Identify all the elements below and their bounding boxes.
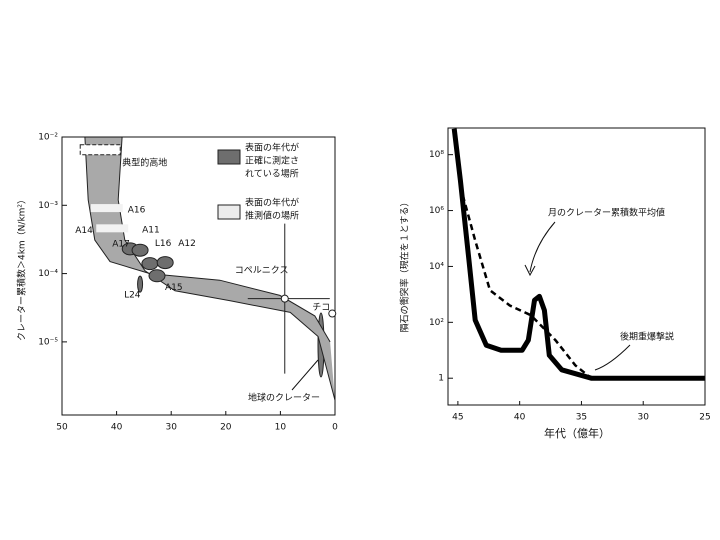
legend-swatch (217, 149, 241, 165)
y-tick-label: 10⁴ (429, 262, 444, 272)
annotation-arrow (529, 221, 556, 273)
point (79, 144, 121, 156)
x-axis-title: 年代（億年） (544, 426, 610, 440)
point-label: A12 (178, 239, 196, 249)
x-tick-label: 35 (576, 413, 587, 423)
point (137, 275, 144, 293)
point (148, 269, 166, 283)
point (156, 256, 174, 270)
point (141, 257, 159, 271)
point-label: A15 (165, 283, 183, 293)
y-tick-label: 10⁻³ (38, 201, 58, 211)
y-axis-title: クレーター累積数＞4km（N/km²） (16, 195, 28, 341)
annotation-arrow (594, 344, 631, 371)
annotation: 後期重爆撃説 (620, 331, 674, 343)
band-edge (117, 136, 336, 401)
x-tick-label: 20 (220, 423, 232, 433)
point-label: チコ (312, 302, 330, 313)
x-tick-label: 25 (699, 413, 710, 423)
point-label: A11 (142, 226, 160, 236)
legend-label: 表面の年代が (245, 197, 299, 209)
x-tick-label: 30 (637, 413, 649, 423)
legend-swatch (217, 204, 241, 220)
line (461, 194, 593, 380)
annotation: 地球のクレーター (248, 392, 320, 404)
y-tick-label: 10⁻² (38, 133, 58, 143)
point-label: L16 (155, 239, 172, 249)
arrow-head (524, 264, 536, 277)
point-label: 典型的高地 (122, 156, 167, 168)
y-tick-label: 10² (429, 318, 444, 328)
plot-frame (447, 127, 706, 406)
legend-label: 推測値の場所 (245, 210, 299, 222)
y-tick-label: 10⁶ (429, 206, 444, 216)
x-tick-label: 45 (452, 413, 463, 423)
line (451, 128, 705, 381)
point-label: A16 (128, 206, 146, 216)
x-tick-label: 50 (56, 423, 68, 433)
legend-label: 正確に測定さ (245, 155, 299, 167)
x-tick-label: 30 (165, 423, 177, 433)
annotation-arrow (291, 359, 319, 391)
y-axis-title: 隕石の衝突率（現在を１とする） (399, 198, 411, 333)
legend-label: れている場所 (245, 168, 299, 180)
point-label: A14 (75, 226, 93, 236)
plot-frame (61, 136, 336, 416)
point (131, 243, 149, 257)
x-tick-label: 0 (332, 423, 338, 433)
annotation: 月のクレーター累積数平均値 (548, 207, 665, 219)
x-tick-label: 10 (275, 423, 287, 433)
point (280, 294, 289, 303)
y-tick-label: 10⁻⁵ (38, 337, 58, 347)
y-tick-label: 10⁻⁴ (38, 269, 58, 279)
point-label: A17 (112, 239, 130, 249)
y-tick-label: 10⁸ (429, 150, 444, 160)
legend-label: 表面の年代が (245, 142, 299, 154)
point (328, 309, 337, 318)
point (90, 204, 123, 213)
point (96, 224, 129, 233)
y-tick-label: 1 (438, 374, 444, 384)
point-label: L24 (124, 291, 141, 301)
x-tick-label: 40 (111, 423, 123, 433)
x-tick-label: 40 (514, 413, 526, 423)
point-label: コペルニクス (235, 265, 289, 276)
